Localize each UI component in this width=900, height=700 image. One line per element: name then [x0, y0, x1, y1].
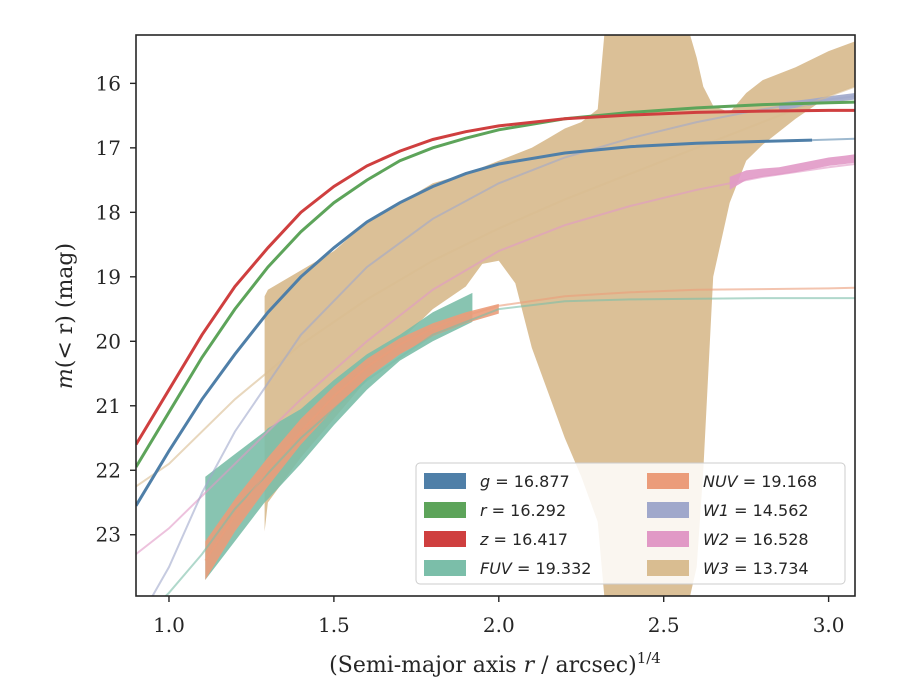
plot-frame: [135, 34, 856, 597]
x-tick-label: 2.5: [648, 613, 680, 637]
x-tick-label: 3.0: [813, 613, 845, 637]
series-g-line: [136, 138, 813, 507]
y-tick-label: 18: [96, 200, 121, 224]
series-w3-line: [136, 85, 855, 488]
series-g-extension: [812, 137, 855, 142]
series-layer: [136, 35, 855, 596]
y-tick-label: 17: [96, 136, 121, 160]
x-tick-label: 1.5: [318, 613, 350, 637]
legend-swatch-g: [424, 473, 466, 489]
legend-label-w3: W3 = 13.734: [703, 559, 809, 578]
legend-label-fuv: FUV = 19.332: [480, 559, 591, 578]
legend: g = 16.877 r = 16.292 z = 16.417 FUV = 19.3…: [415, 462, 846, 585]
series-nuv-line: [204, 286, 855, 562]
series-w3-band: [264, 35, 855, 596]
legend-label-w1: W1 = 14.562: [703, 501, 809, 520]
x-axis-label: (Semi-major axis r / arcsec)1/4: [329, 649, 661, 678]
y-tick-label: 20: [96, 329, 121, 353]
y-tick-label: 22: [96, 458, 121, 482]
x-axis-ticks: 1.0 1.5 2.0 2.5 3.0: [153, 596, 845, 637]
y-tick-label: 16: [96, 71, 121, 95]
y-axis-label: m(< r) (mag): [53, 243, 78, 389]
legend-label-z: z = 16.417: [479, 530, 568, 549]
legend-label-r: r = 16.292: [480, 501, 566, 520]
series-fuv-line: [164, 297, 855, 596]
x-tick-label: 1.0: [153, 613, 185, 637]
series-w2-line: [136, 163, 855, 555]
y-tick-label: 19: [96, 265, 121, 289]
legend-swatch-w1: [647, 502, 689, 518]
legend-label-w2: W2 = 16.528: [703, 530, 809, 549]
legend-label-g: g = 16.877: [480, 472, 570, 491]
legend-box: [415, 462, 846, 585]
series-z-line: [136, 108, 855, 446]
legend-swatch-fuv: [424, 560, 466, 576]
legend-swatch-r: [424, 502, 466, 518]
x-tick-label: 2.0: [483, 613, 515, 637]
legend-swatch-w3: [647, 560, 689, 576]
y-axis-ticks: 16 17 18 19 20 21 22 23: [96, 71, 136, 547]
y-tick-label: 23: [96, 523, 121, 547]
legend-swatch-w2: [647, 531, 689, 547]
legend-label-nuv: NUV = 19.168: [703, 472, 817, 491]
series-r-line: [136, 100, 855, 468]
legend-swatch-z: [424, 531, 466, 547]
y-tick-label: 21: [96, 394, 121, 418]
legend-swatch-nuv: [647, 473, 689, 489]
